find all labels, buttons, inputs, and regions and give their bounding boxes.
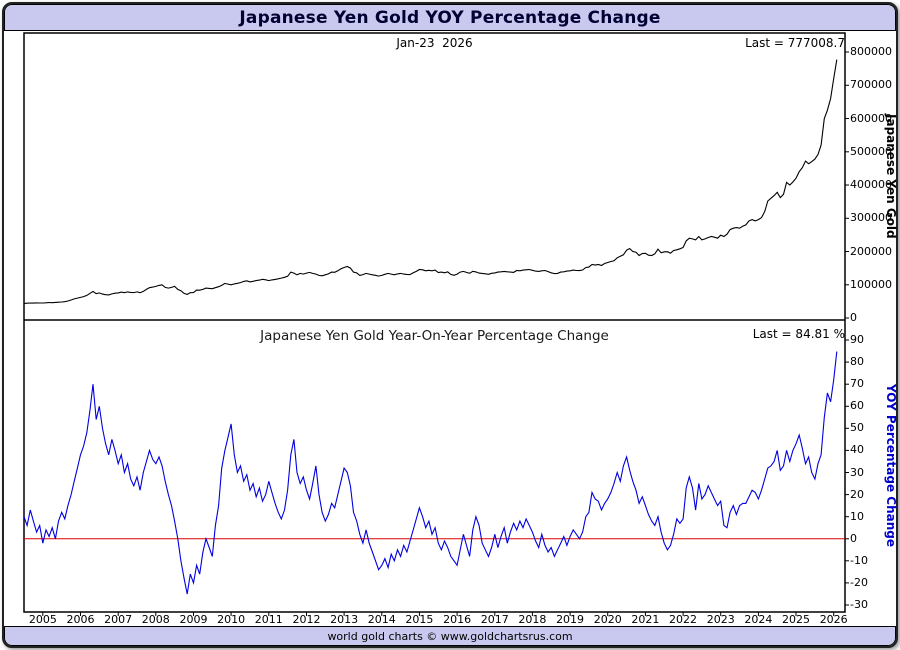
top-chart-last-value: Last = 777008.7 xyxy=(745,36,845,50)
plot-border xyxy=(23,32,846,613)
bottom-chart-title: Japanese Yen Gold Year-On-Year Percentag… xyxy=(260,328,609,344)
bottom-chart-last-value: Last = 84.81 % xyxy=(752,327,845,341)
price-line-series xyxy=(23,59,838,304)
tick-marks xyxy=(42,51,849,616)
top-chart-y-axis-label: Japanese Yen Gold xyxy=(884,114,898,239)
top-chart-date-annotation: Jan-23 2026 xyxy=(396,36,473,50)
page-title: Japanese Yen Gold YOY Percentage Change xyxy=(4,4,896,31)
yoy-line-series xyxy=(23,351,838,595)
bottom-chart-y-axis-label: YOY Percentage Change xyxy=(884,384,898,548)
footer-credit: world gold charts © www.goldchartsrus.co… xyxy=(4,626,896,646)
